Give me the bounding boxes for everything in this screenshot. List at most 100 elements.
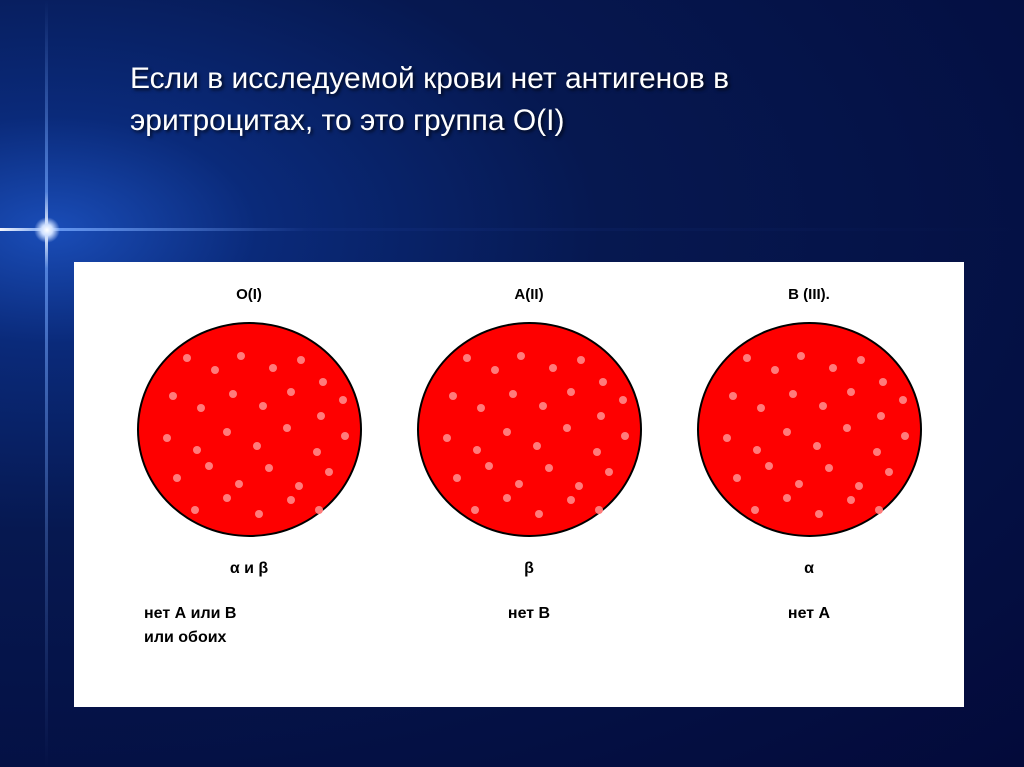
col-top-label: B (III).: [674, 286, 944, 303]
speckle-dot: [825, 464, 833, 472]
speckle-dot: [789, 390, 797, 398]
desc-line: или обоих: [144, 626, 384, 650]
speckle-dot: [621, 432, 629, 440]
speckle-dot: [813, 442, 821, 450]
circle-wrap: [674, 322, 944, 537]
speckle-dot: [265, 464, 273, 472]
speckle-dot: [517, 352, 525, 360]
speckle-dot: [847, 496, 855, 504]
speckle-dot: [753, 446, 761, 454]
col-top-label: A(II): [394, 286, 664, 303]
speckle-dot: [473, 446, 481, 454]
speckle-dot: [535, 510, 543, 518]
speckle-dot: [287, 496, 295, 504]
speckle-dot: [819, 402, 827, 410]
desc-line: нет А или В: [144, 602, 384, 626]
speckle-dot: [597, 412, 605, 420]
speckle-dot: [797, 352, 805, 360]
speckle-dot: [575, 482, 583, 490]
speckle-dot: [183, 354, 191, 362]
speckle-dot: [885, 468, 893, 476]
speckle-dot: [485, 462, 493, 470]
speckle-dot: [255, 510, 263, 518]
speckle-dot: [503, 428, 511, 436]
speckle-dot: [191, 506, 199, 514]
lens-flare-horizontal: [0, 228, 1024, 231]
speckle-dot: [879, 378, 887, 386]
speckle-dot: [815, 510, 823, 518]
speckle-dot: [317, 412, 325, 420]
speckle-dot: [169, 392, 177, 400]
speckle-dot: [283, 424, 291, 432]
lens-flare-center: [34, 217, 60, 243]
diagram-panel: O(I) α и β нет А или В или обоих A(II) β…: [74, 262, 964, 707]
speckle-dot: [443, 434, 451, 442]
speckle-dot: [847, 388, 855, 396]
speckle-dot: [783, 428, 791, 436]
speckle-dot: [899, 396, 907, 404]
col-top-label: O(I): [114, 286, 384, 303]
speckle-dot: [567, 388, 575, 396]
col-desc: нет В: [394, 602, 664, 626]
speckle-dot: [795, 480, 803, 488]
col-desc: нет А или В или обоих: [114, 602, 384, 650]
speckle-dot: [733, 474, 741, 482]
lens-flare-vertical: [45, 0, 48, 767]
speckle-dot: [843, 424, 851, 432]
col-desc: нет А: [674, 602, 944, 626]
speckle-dot: [163, 434, 171, 442]
speckle-dot: [729, 392, 737, 400]
speckle-dot: [193, 446, 201, 454]
col-bottom-label: α и β: [114, 560, 384, 578]
speckle-dot: [229, 390, 237, 398]
speckle-dot: [453, 474, 461, 482]
speckle-dot: [751, 506, 759, 514]
circle-wrap: [114, 322, 384, 537]
speckle-dot: [539, 402, 547, 410]
speckle-dot: [765, 462, 773, 470]
speckle-dot: [545, 464, 553, 472]
speckle-dot: [901, 432, 909, 440]
speckle-dot: [829, 364, 837, 372]
slide-title: Если в исследуемой крови нет антигенов в…: [130, 58, 890, 142]
speckle-dot: [319, 378, 327, 386]
speckle-dot: [723, 434, 731, 442]
speckle-dot: [515, 480, 523, 488]
desc-line: нет А: [674, 602, 944, 626]
speckle-dot: [855, 482, 863, 490]
speckle-dot: [315, 506, 323, 514]
blood-circle-b: [697, 322, 922, 537]
speckle-dot: [313, 448, 321, 456]
speckle-dot: [205, 462, 213, 470]
speckle-dot: [757, 404, 765, 412]
speckle-dot: [533, 442, 541, 450]
speckle-dot: [235, 480, 243, 488]
speckle-dot: [325, 468, 333, 476]
speckle-dot: [595, 506, 603, 514]
speckle-dot: [449, 392, 457, 400]
speckle-dot: [771, 366, 779, 374]
speckle-dot: [297, 356, 305, 364]
speckle-dot: [563, 424, 571, 432]
speckle-dot: [253, 442, 261, 450]
speckle-dot: [503, 494, 511, 502]
speckle-dot: [223, 494, 231, 502]
speckle-dot: [211, 366, 219, 374]
col-bottom-label: β: [394, 560, 664, 578]
desc-line: нет В: [394, 602, 664, 626]
speckle-dot: [463, 354, 471, 362]
speckle-dot: [619, 396, 627, 404]
speckle-dot: [197, 404, 205, 412]
speckle-dot: [577, 356, 585, 364]
speckle-dot: [605, 468, 613, 476]
speckle-dot: [875, 506, 883, 514]
speckle-dot: [567, 496, 575, 504]
speckle-dot: [509, 390, 517, 398]
speckle-dot: [295, 482, 303, 490]
speckle-dot: [873, 448, 881, 456]
speckle-dot: [223, 428, 231, 436]
speckle-dot: [491, 366, 499, 374]
blood-circle-o: [137, 322, 362, 537]
speckle-dot: [259, 402, 267, 410]
speckle-dot: [877, 412, 885, 420]
